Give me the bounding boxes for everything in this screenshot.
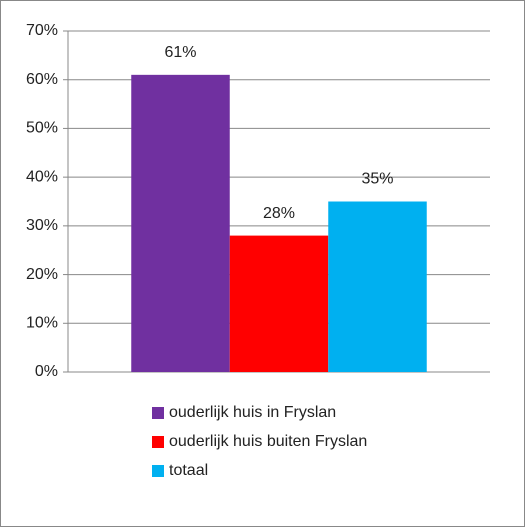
y-tick-label: 60% [26, 71, 58, 88]
y-tick-label: 50% [26, 120, 58, 137]
legend-swatch [152, 407, 164, 419]
legend-label: totaal [169, 462, 208, 479]
bar [229, 235, 329, 372]
y-tick-label: 30% [26, 217, 58, 234]
data-label: 35% [361, 171, 393, 188]
legend-label: ouderlijk huis buiten Fryslan [169, 433, 367, 450]
data-label: 28% [263, 205, 295, 222]
y-tick-label: 40% [26, 168, 58, 185]
y-tick-label: 10% [26, 315, 58, 332]
legend-swatch [152, 436, 164, 448]
data-label: 61% [164, 44, 196, 61]
y-tick-label: 70% [26, 22, 58, 39]
y-tick-label: 20% [26, 266, 58, 283]
legend-swatch [152, 465, 164, 477]
bar [131, 74, 230, 372]
legend-label: ouderlijk huis in Fryslan [169, 404, 336, 421]
bar [328, 201, 427, 372]
y-tick-label: 0% [35, 363, 58, 380]
